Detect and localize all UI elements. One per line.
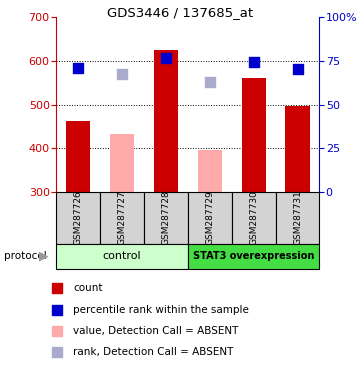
- Text: GSM287728: GSM287728: [161, 190, 170, 245]
- Bar: [197, 150, 222, 192]
- Text: GDS3446 / 137685_at: GDS3446 / 137685_at: [108, 6, 253, 19]
- Point: [54, 328, 60, 334]
- Point: [163, 55, 169, 61]
- Bar: [154, 50, 178, 192]
- Bar: [188, 192, 232, 244]
- Text: GSM287729: GSM287729: [205, 190, 214, 245]
- Text: GSM287730: GSM287730: [249, 190, 258, 245]
- Text: ▶: ▶: [39, 250, 49, 263]
- Text: GSM287726: GSM287726: [73, 190, 82, 245]
- Point: [295, 66, 300, 72]
- Bar: [110, 134, 134, 192]
- Text: rank, Detection Call = ABSENT: rank, Detection Call = ABSENT: [73, 347, 234, 357]
- Point: [54, 306, 60, 313]
- Point: [54, 349, 60, 355]
- Bar: [66, 121, 90, 192]
- Point: [75, 65, 81, 71]
- Text: protocol: protocol: [4, 251, 46, 262]
- Text: count: count: [73, 283, 103, 293]
- Bar: [56, 192, 100, 244]
- Text: GSM287731: GSM287731: [293, 190, 302, 245]
- Bar: [275, 192, 319, 244]
- Point: [251, 59, 257, 65]
- Bar: [100, 192, 144, 244]
- Text: GSM287727: GSM287727: [117, 190, 126, 245]
- Bar: [286, 106, 310, 192]
- Text: value, Detection Call = ABSENT: value, Detection Call = ABSENT: [73, 326, 239, 336]
- Point: [119, 71, 125, 77]
- Text: control: control: [103, 251, 141, 262]
- Text: STAT3 overexpression: STAT3 overexpression: [193, 251, 314, 262]
- Bar: [188, 244, 319, 269]
- Text: percentile rank within the sample: percentile rank within the sample: [73, 305, 249, 314]
- Bar: [56, 244, 188, 269]
- Point: [207, 79, 213, 85]
- Bar: [232, 192, 275, 244]
- Bar: [144, 192, 188, 244]
- Bar: [242, 78, 266, 192]
- Point: [54, 285, 60, 291]
